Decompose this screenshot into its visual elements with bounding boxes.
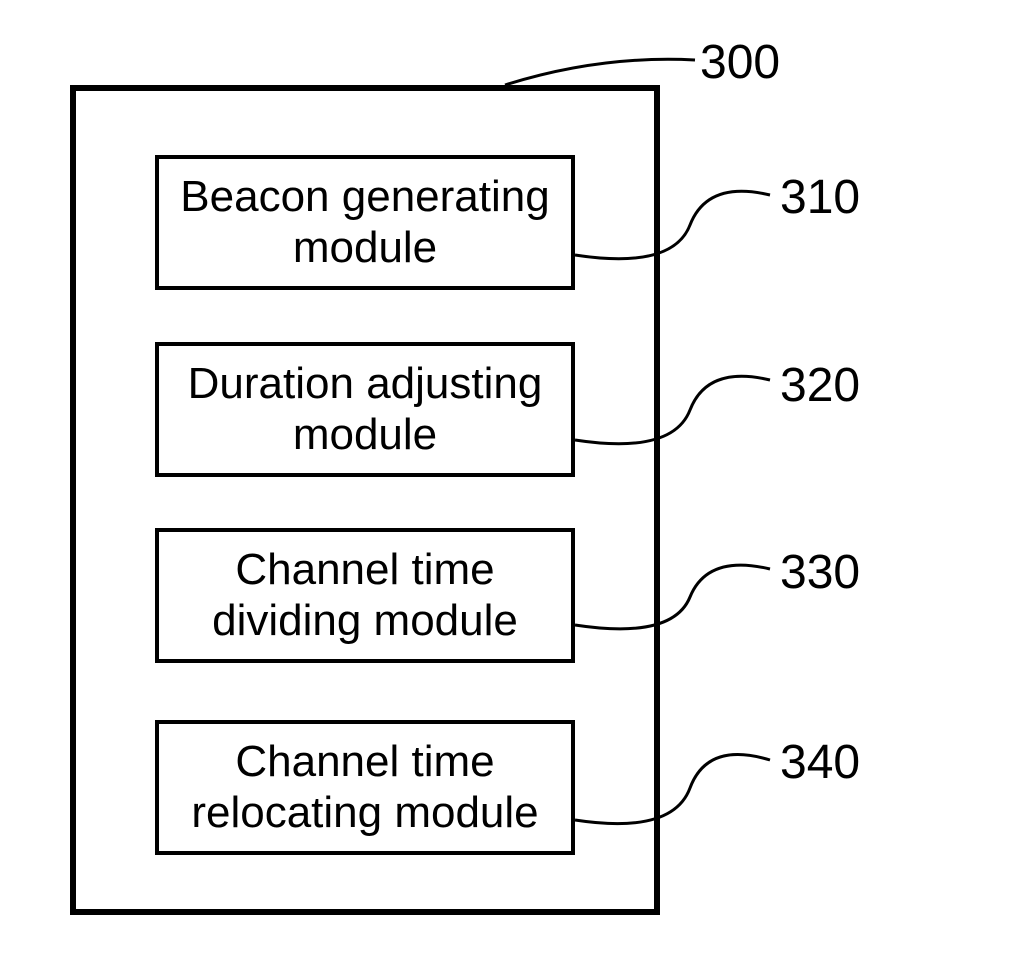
connector-340 <box>0 0 1012 979</box>
